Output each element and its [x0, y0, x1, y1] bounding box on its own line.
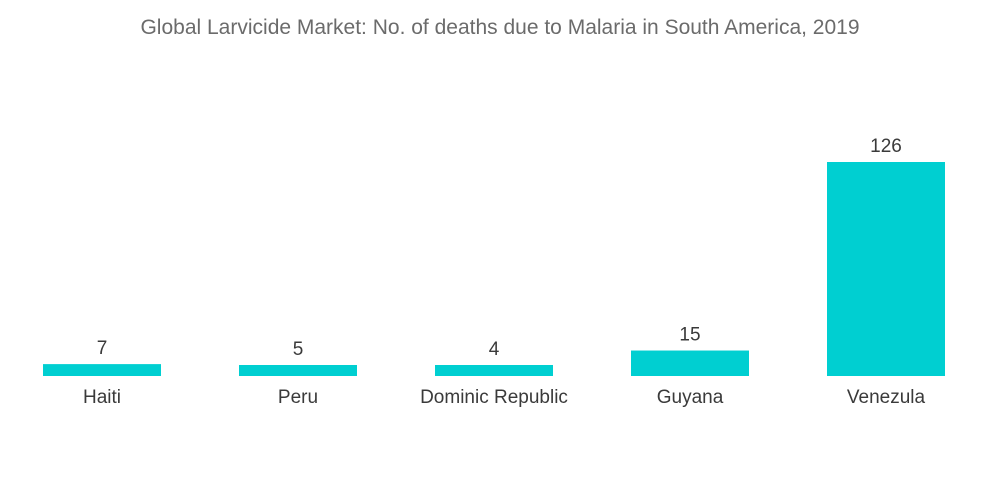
x-tick-label: Haiti: [83, 387, 121, 408]
bar-venezula: [827, 162, 945, 376]
data-label: 7: [97, 338, 108, 359]
bar-peru: [239, 365, 357, 376]
bar-dominic-republic: [435, 365, 553, 376]
data-labels-layer: 7 5 4 15 126: [97, 136, 902, 360]
bar-guyana: [631, 350, 749, 376]
x-tick-label: Peru: [278, 387, 318, 408]
data-label: 4: [489, 339, 500, 360]
x-tick-labels-layer: Haiti Peru Dominic Republic Guyana Venezula: [83, 387, 926, 408]
data-label: 15: [679, 325, 700, 346]
data-label: 126: [870, 136, 902, 157]
bar-haiti: [43, 364, 161, 376]
x-tick-label: Venezula: [847, 387, 926, 408]
bars-layer: [43, 162, 945, 376]
chart-title: Global Larvicide Market: No. of deaths d…: [140, 16, 860, 39]
x-tick-label: Guyana: [657, 387, 724, 408]
x-tick-label: Dominic Republic: [420, 387, 568, 408]
data-label: 5: [293, 339, 304, 360]
